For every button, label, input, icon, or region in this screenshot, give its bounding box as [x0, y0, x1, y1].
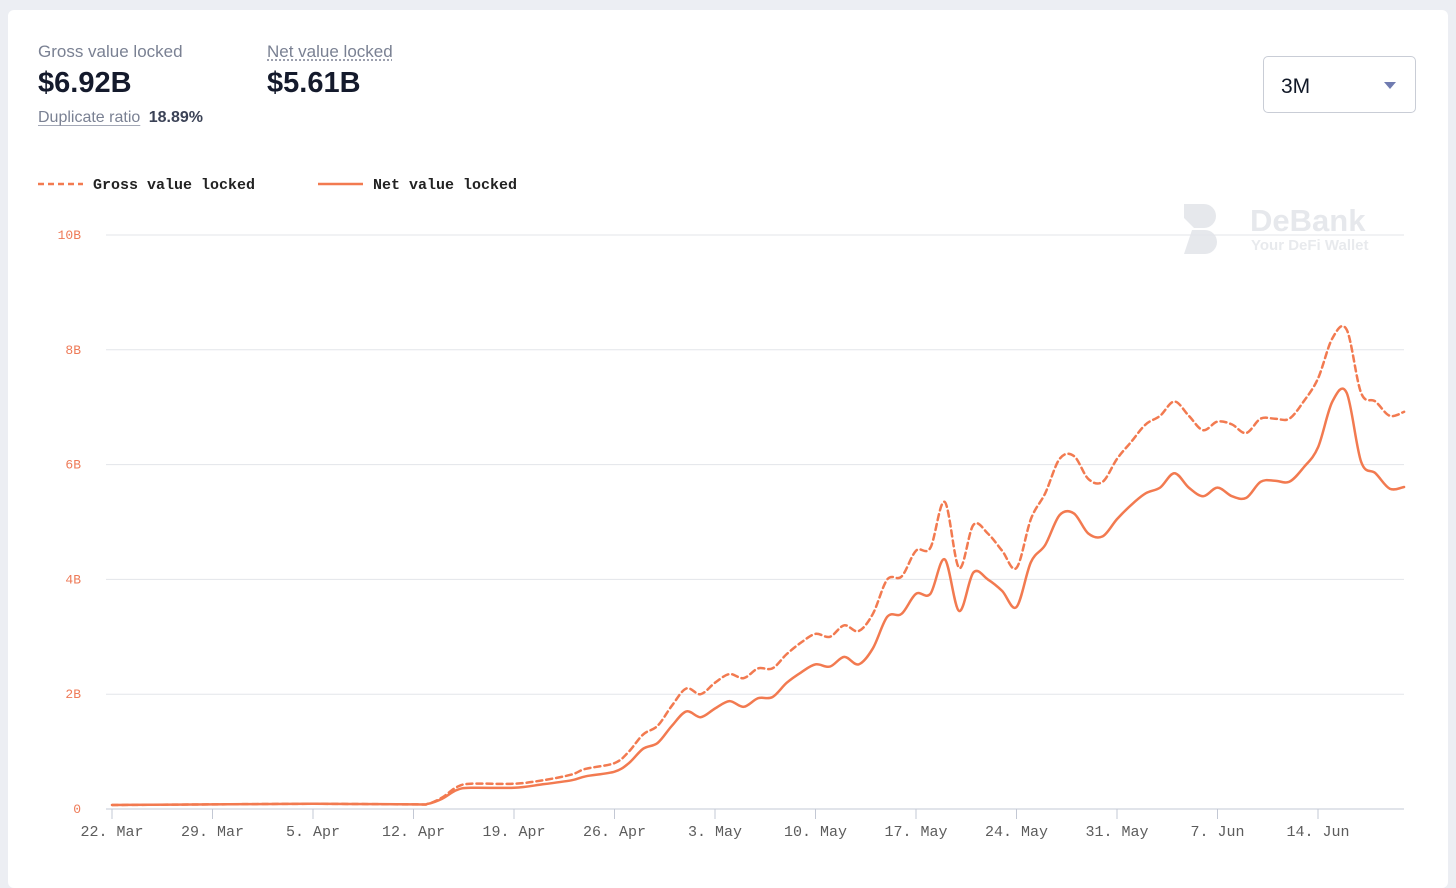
x-tick-label: 19. Apr [482, 824, 545, 841]
series-line-net [110, 387, 1406, 807]
chart-grid [106, 234, 1404, 810]
tvl-line-chart: Gross value locked Net value locked DeBa… [38, 177, 1406, 841]
caret-down-icon [1384, 82, 1396, 89]
y-tick-label: 6B [65, 458, 81, 473]
gross-value-label: Gross value locked [38, 42, 183, 61]
x-tick-label: 5. Apr [286, 824, 340, 841]
x-tick-label: 7. Jun [1190, 824, 1244, 841]
debank-logo-icon [1184, 204, 1217, 254]
x-tick-label: 29. Mar [181, 824, 244, 841]
duplicate-ratio-label[interactable]: Duplicate ratio [38, 109, 141, 126]
x-tick-label: 10. May [784, 824, 847, 841]
gross-value-amount: $6.92B [38, 67, 132, 99]
series-line-gross [110, 324, 1406, 807]
y-tick-label: 8B [65, 343, 81, 358]
watermark-brand: DeBank [1250, 203, 1366, 238]
time-range-select[interactable]: 3M [1263, 56, 1416, 113]
y-tick-label: 10B [58, 228, 82, 243]
x-tick-label: 24. May [985, 824, 1048, 841]
plot-area [110, 324, 1406, 807]
y-axis: 0 2B 4B 6B 8B 10B [58, 228, 82, 817]
y-tick-label: 2B [65, 687, 81, 702]
duplicate-ratio-row: Duplicate ratio 18.89% [38, 108, 203, 128]
gross-value-stat: Gross value locked $6.92B [38, 42, 183, 100]
x-tick-label: 31. May [1085, 824, 1148, 841]
x-tick-label: 17. May [884, 824, 947, 841]
chart-legend: Gross value locked Net value locked [38, 177, 517, 194]
x-tick-label: 12. Apr [382, 824, 445, 841]
y-tick-label: 4B [65, 572, 81, 587]
x-tick-label: 22. Mar [80, 824, 143, 841]
net-value-amount: $5.61B [267, 67, 361, 99]
x-axis: 22. Mar 29. Mar 5. Apr 12. Apr 19. Apr 26. Ap… [80, 809, 1350, 841]
watermark-tagline: Your DeFi Wallet [1251, 237, 1369, 254]
net-value-label[interactable]: Net value locked [267, 42, 393, 61]
net-value-stat: Net value locked $5.61B [267, 42, 393, 100]
duplicate-ratio-value: 18.89% [148, 109, 203, 126]
x-tick-label: 14. Jun [1286, 824, 1349, 841]
x-tick-label: 3. May [688, 824, 742, 841]
tvl-card: Gross value locked $6.92B Net value lock… [8, 10, 1448, 888]
time-range-value: 3M [1281, 75, 1311, 98]
legend-item-gross[interactable]: Gross value locked [38, 177, 255, 194]
x-tick-label: 26. Apr [583, 824, 646, 841]
legend-net-label: Net value locked [373, 177, 517, 194]
legend-gross-label: Gross value locked [93, 177, 255, 194]
legend-item-net[interactable]: Net value locked [318, 177, 517, 194]
debank-watermark: DeBank Your DeFi Wallet [1184, 203, 1369, 254]
y-tick-label: 0 [73, 802, 81, 817]
